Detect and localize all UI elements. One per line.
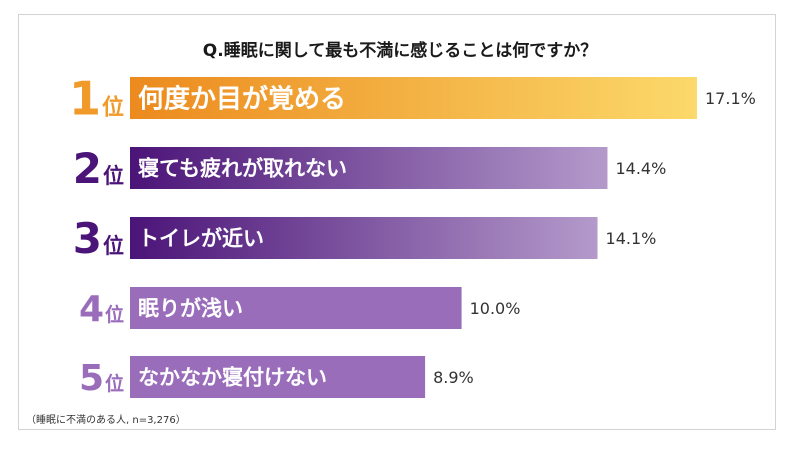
value-label: 10.0% — [470, 299, 521, 318]
category-label: 何度か目が覚める — [138, 83, 346, 114]
rank-number: 5 — [79, 358, 104, 399]
rank-suffix: 位 — [102, 95, 124, 121]
rank-number: 4 — [79, 289, 104, 330]
value-label: 8.9% — [433, 368, 474, 387]
category-label: なかなか寝付けない — [138, 366, 327, 390]
category-label: トイレが近い — [138, 227, 264, 251]
bar-rank-2 — [130, 147, 608, 189]
rank-suffix: 位 — [105, 303, 124, 326]
bar-rank-1 — [130, 77, 697, 119]
value-label: 14.4% — [615, 159, 666, 178]
rank-suffix: 位 — [103, 164, 124, 188]
bar-rank-4 — [130, 287, 462, 329]
bars-layer: 1 位何度か目が覚める 17.1%2 位寝ても疲れが取れない 14.4%3 位トイレが近い… — [69, 72, 756, 399]
rank-number: 1 — [69, 72, 101, 126]
category-label: 寝ても疲れが取れない — [138, 157, 347, 181]
value-label: 17.1% — [705, 89, 756, 108]
bar-rank-5 — [130, 356, 426, 398]
rank-suffix: 位 — [105, 372, 124, 395]
rank-number: 2 — [73, 144, 102, 193]
chart-frame — [18, 14, 776, 430]
rank-suffix: 位 — [103, 234, 124, 258]
rank-number: 3 — [73, 214, 102, 263]
category-label: 眠りが浅い — [138, 297, 243, 321]
bar-rank-3 — [130, 217, 598, 259]
value-label: 14.1% — [606, 229, 657, 248]
sample-note: （睡眠に不満のある人, n=3,276） — [26, 415, 186, 426]
chart-title: Q.睡眠に関して最も不満に感じることは何ですか？ — [202, 41, 598, 61]
